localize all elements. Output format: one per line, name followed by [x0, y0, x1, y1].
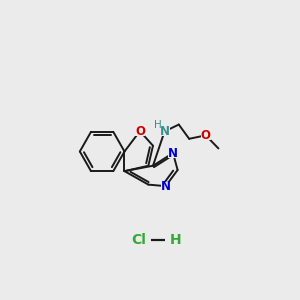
Text: H: H	[169, 233, 181, 247]
Text: O: O	[201, 129, 211, 142]
Bar	[135, 127, 145, 136]
Text: N: N	[168, 146, 178, 160]
Text: H: H	[154, 119, 161, 130]
Text: O: O	[135, 124, 145, 138]
Text: N: N	[160, 125, 170, 138]
Bar	[161, 182, 170, 191]
Text: N: N	[161, 180, 171, 193]
Bar	[168, 148, 178, 158]
Bar	[160, 127, 170, 136]
Bar	[201, 131, 211, 140]
Text: Cl: Cl	[131, 233, 146, 247]
